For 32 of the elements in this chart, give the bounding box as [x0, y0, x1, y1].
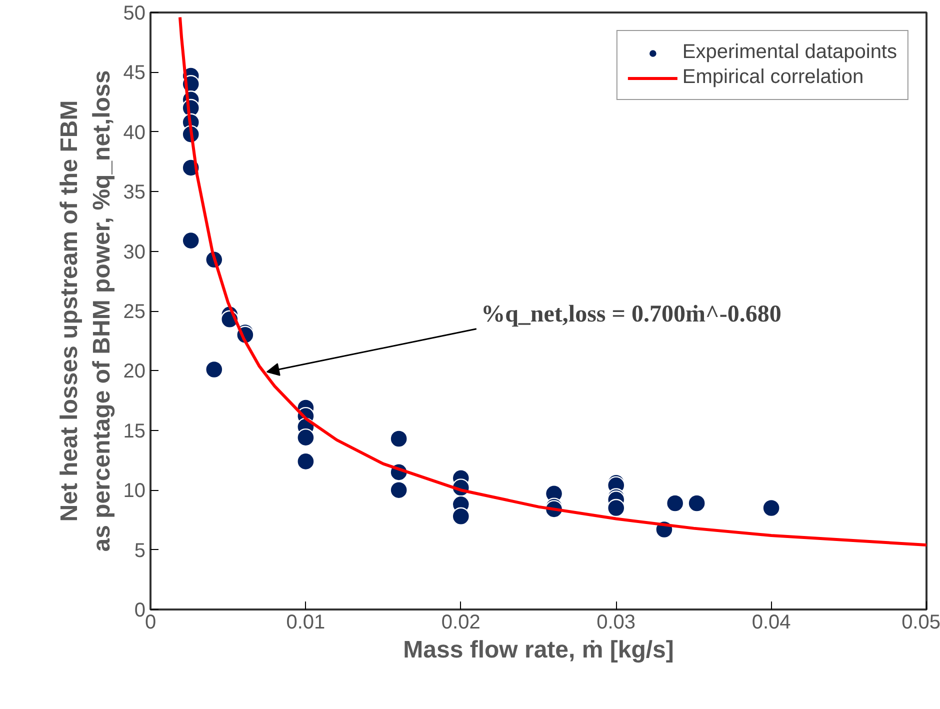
y-tick-label: 45: [123, 62, 146, 84]
x-tick-label: 0.03: [596, 612, 636, 634]
point: [607, 498, 626, 518]
y-tick-label: 15: [123, 420, 146, 442]
point: [452, 507, 470, 526]
point: [666, 494, 684, 512]
x-tick-label: 0.05: [902, 612, 940, 634]
legend-label: Experimental datapoints: [682, 41, 897, 64]
point: [390, 481, 408, 500]
x-tick-label: 0.02: [441, 612, 480, 634]
point: [296, 452, 315, 471]
legend-label: Empirical correlation: [682, 66, 864, 89]
point: [182, 231, 200, 250]
y-tick-label: 35: [123, 182, 146, 204]
point: [205, 360, 224, 379]
point: [688, 494, 706, 512]
point: [390, 430, 408, 448]
y-tick-label: 10: [123, 480, 146, 502]
y-tick-label: 5: [134, 540, 146, 562]
annotation: %q_net,loss = 0.700ṁ^-0.680: [481, 302, 782, 328]
y-tick-label: 25: [123, 301, 146, 323]
x-tick-label: 0.04: [752, 612, 791, 634]
point: [762, 498, 780, 518]
x-tick-label: 0.01: [286, 612, 326, 634]
y-tick-label: 40: [123, 122, 146, 144]
x-axis-title: Mass flow rate, ṁ [kg/s]: [403, 636, 674, 664]
y-axis-title: Net heat losses upstream of the FBM as percentage of BHM power, %q_net,loss: [56, 70, 116, 552]
y-tick-label: 20: [123, 360, 146, 383]
line-series: [178, 16, 926, 547]
y-tick-label: 30: [123, 241, 146, 264]
point: [296, 428, 315, 447]
y-tick-label: 50: [123, 2, 146, 24]
